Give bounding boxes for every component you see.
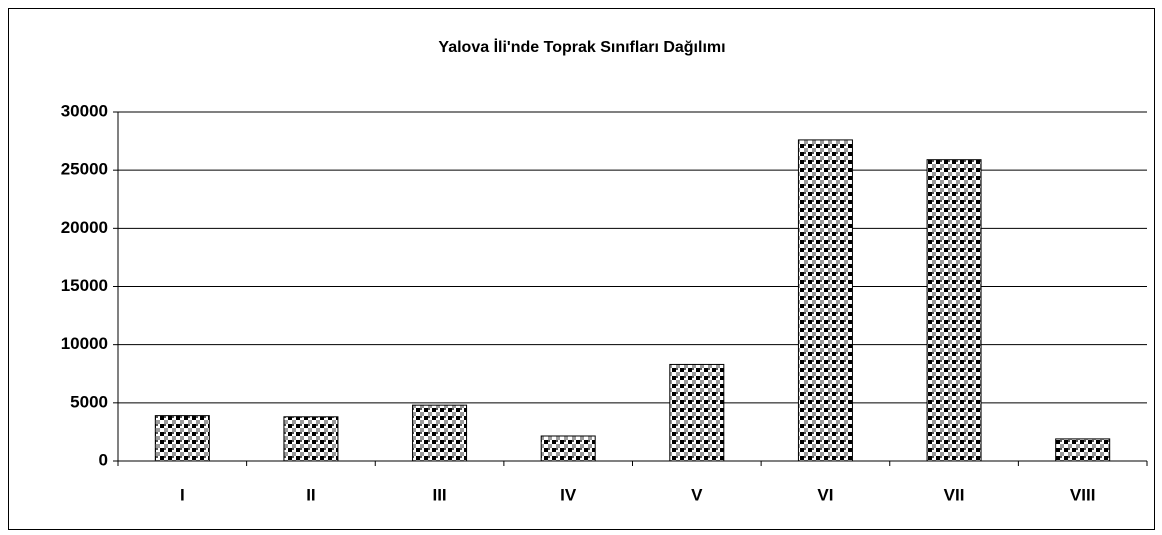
y-tick-label: 20000: [61, 218, 108, 237]
y-tick-label: 0: [99, 450, 108, 469]
y-tick-label: 10000: [61, 334, 108, 353]
bar: [412, 404, 468, 462]
bar: [926, 159, 982, 462]
x-tick-label: V: [691, 485, 703, 504]
bar: [283, 416, 339, 462]
y-tick-label: 5000: [70, 392, 108, 411]
x-tick-label: III: [432, 485, 446, 504]
bar: [797, 139, 853, 462]
x-tick-label: II: [306, 485, 315, 504]
bar: [1055, 438, 1111, 462]
x-tick-label: I: [180, 485, 185, 504]
x-tick-label: VI: [817, 485, 833, 504]
chart-title: Yalova İli'nde Toprak Sınıfları Dağılımı: [438, 38, 725, 56]
x-tick-label: VII: [944, 485, 965, 504]
bar: [154, 415, 210, 462]
y-tick-label: 25000: [61, 160, 108, 179]
bar: [540, 435, 596, 462]
x-tick-label: IV: [560, 485, 577, 504]
y-tick-label: 15000: [61, 276, 108, 295]
y-tick-label: 30000: [61, 101, 108, 120]
bar: [669, 363, 725, 462]
x-tick-label: VIII: [1070, 485, 1096, 504]
